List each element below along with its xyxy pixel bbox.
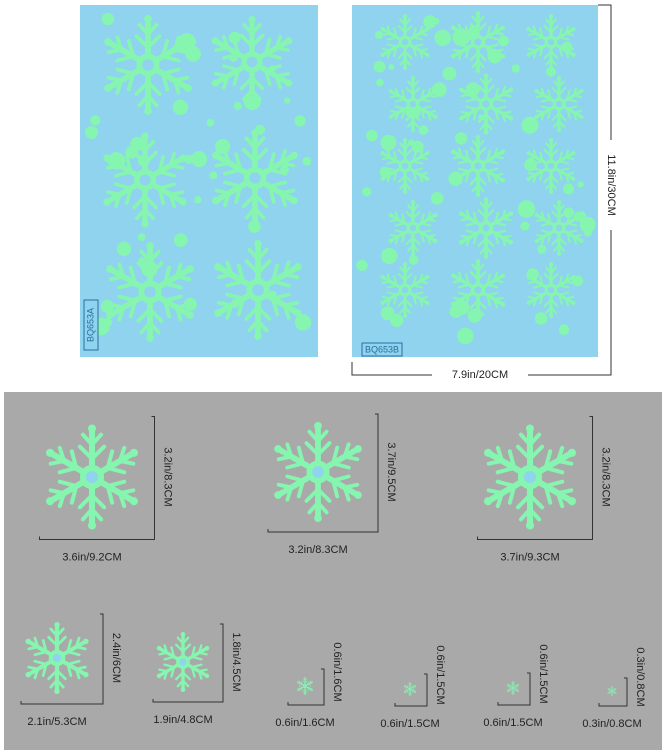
dot xyxy=(374,30,384,40)
dot xyxy=(579,216,596,233)
dot xyxy=(442,66,457,81)
dot xyxy=(373,60,386,73)
piece-height: 0.6in/1.5CM xyxy=(537,644,549,703)
piece-width: 3.7in/9.3CM xyxy=(500,551,559,563)
dot xyxy=(215,139,231,155)
dot xyxy=(563,207,575,219)
piece-width: 2.1in/5.3CM xyxy=(27,716,86,728)
label-bg xyxy=(604,140,618,230)
sheet-label: BQ653A xyxy=(85,308,95,342)
piece-height: 2.4in/6CM xyxy=(110,633,122,683)
piece-height: 0.3in/0.8CM xyxy=(634,647,646,706)
dimension-bracket xyxy=(497,672,531,706)
dimension-line xyxy=(351,4,612,376)
dimension-bracket xyxy=(598,677,628,707)
dot xyxy=(103,317,112,327)
dot xyxy=(191,150,208,168)
dot xyxy=(294,314,312,331)
dot xyxy=(583,228,592,237)
dot xyxy=(173,233,188,247)
dot xyxy=(381,247,398,265)
dot xyxy=(194,196,202,204)
height-label: 11.8in/30CM xyxy=(605,154,617,216)
dot xyxy=(376,78,384,87)
dot xyxy=(558,324,570,335)
dot xyxy=(562,183,574,195)
dot xyxy=(408,255,419,265)
dimension-bracket xyxy=(394,673,428,707)
dot xyxy=(534,312,548,325)
piece-width: 0.3in/0.8CM xyxy=(582,718,641,730)
dot xyxy=(90,115,101,126)
dot xyxy=(172,99,189,115)
piece-width: 0.6in/1.6CM xyxy=(275,717,334,729)
dot xyxy=(498,35,509,47)
piece-width: 0.6in/1.5CM xyxy=(380,718,439,730)
dot xyxy=(233,102,242,111)
dot xyxy=(85,126,99,140)
label-box xyxy=(83,299,99,351)
dot xyxy=(388,64,395,71)
dot xyxy=(361,187,372,197)
dot xyxy=(206,118,215,127)
dimension-bracket xyxy=(477,416,593,540)
sheet-label: BQ653B xyxy=(365,344,399,354)
dot xyxy=(517,200,536,218)
piece-height: 1.8in/4.5CM xyxy=(230,632,242,691)
dot xyxy=(294,115,306,127)
dimension-bracket xyxy=(152,623,224,703)
dot xyxy=(185,46,201,62)
dot xyxy=(431,82,447,98)
dot xyxy=(537,244,547,254)
dot xyxy=(228,31,241,44)
dot xyxy=(430,192,444,205)
piece-width: 1.9in/4.8CM xyxy=(153,714,212,726)
piece-width: 3.2in/8.3CM xyxy=(288,544,347,556)
dot xyxy=(411,140,424,153)
dot xyxy=(184,154,194,164)
dot xyxy=(418,125,429,136)
dot xyxy=(423,15,437,29)
dot xyxy=(101,12,115,26)
label-bg xyxy=(432,368,528,382)
piece-height: 3.2in/8.3CM xyxy=(600,447,612,506)
dot xyxy=(389,313,404,328)
dot xyxy=(209,171,218,180)
dot xyxy=(449,305,463,318)
dimension-bracket xyxy=(39,416,155,540)
dot xyxy=(380,134,397,151)
piece-height: 0.6in/1.6CM xyxy=(331,642,343,701)
dot xyxy=(454,132,468,145)
dot xyxy=(545,66,557,77)
dot xyxy=(457,327,474,345)
dot xyxy=(302,156,312,166)
dot xyxy=(511,64,520,73)
dot xyxy=(137,233,146,242)
piece-height: 0.6in/1.5CM xyxy=(434,645,446,704)
dimension-bracket xyxy=(20,613,104,705)
dot xyxy=(284,97,291,104)
label-box xyxy=(361,342,403,357)
dot xyxy=(521,116,539,134)
dot xyxy=(434,29,451,47)
dot xyxy=(356,259,368,272)
piece-width: 3.6in/9.2CM xyxy=(62,551,121,563)
dot xyxy=(366,129,378,142)
dot xyxy=(116,241,132,257)
dot xyxy=(577,181,584,188)
dot xyxy=(520,221,530,231)
dimension-bracket xyxy=(287,668,325,706)
piece-height: 3.2in/8.3CM xyxy=(162,447,174,506)
piece-width: 0.6in/1.5CM xyxy=(483,717,542,729)
piece-height: 3.7in/9.5CM xyxy=(385,442,397,501)
width-label: 7.9in/20CM xyxy=(452,369,508,381)
dimension-bracket xyxy=(267,413,379,533)
dot xyxy=(432,17,440,25)
